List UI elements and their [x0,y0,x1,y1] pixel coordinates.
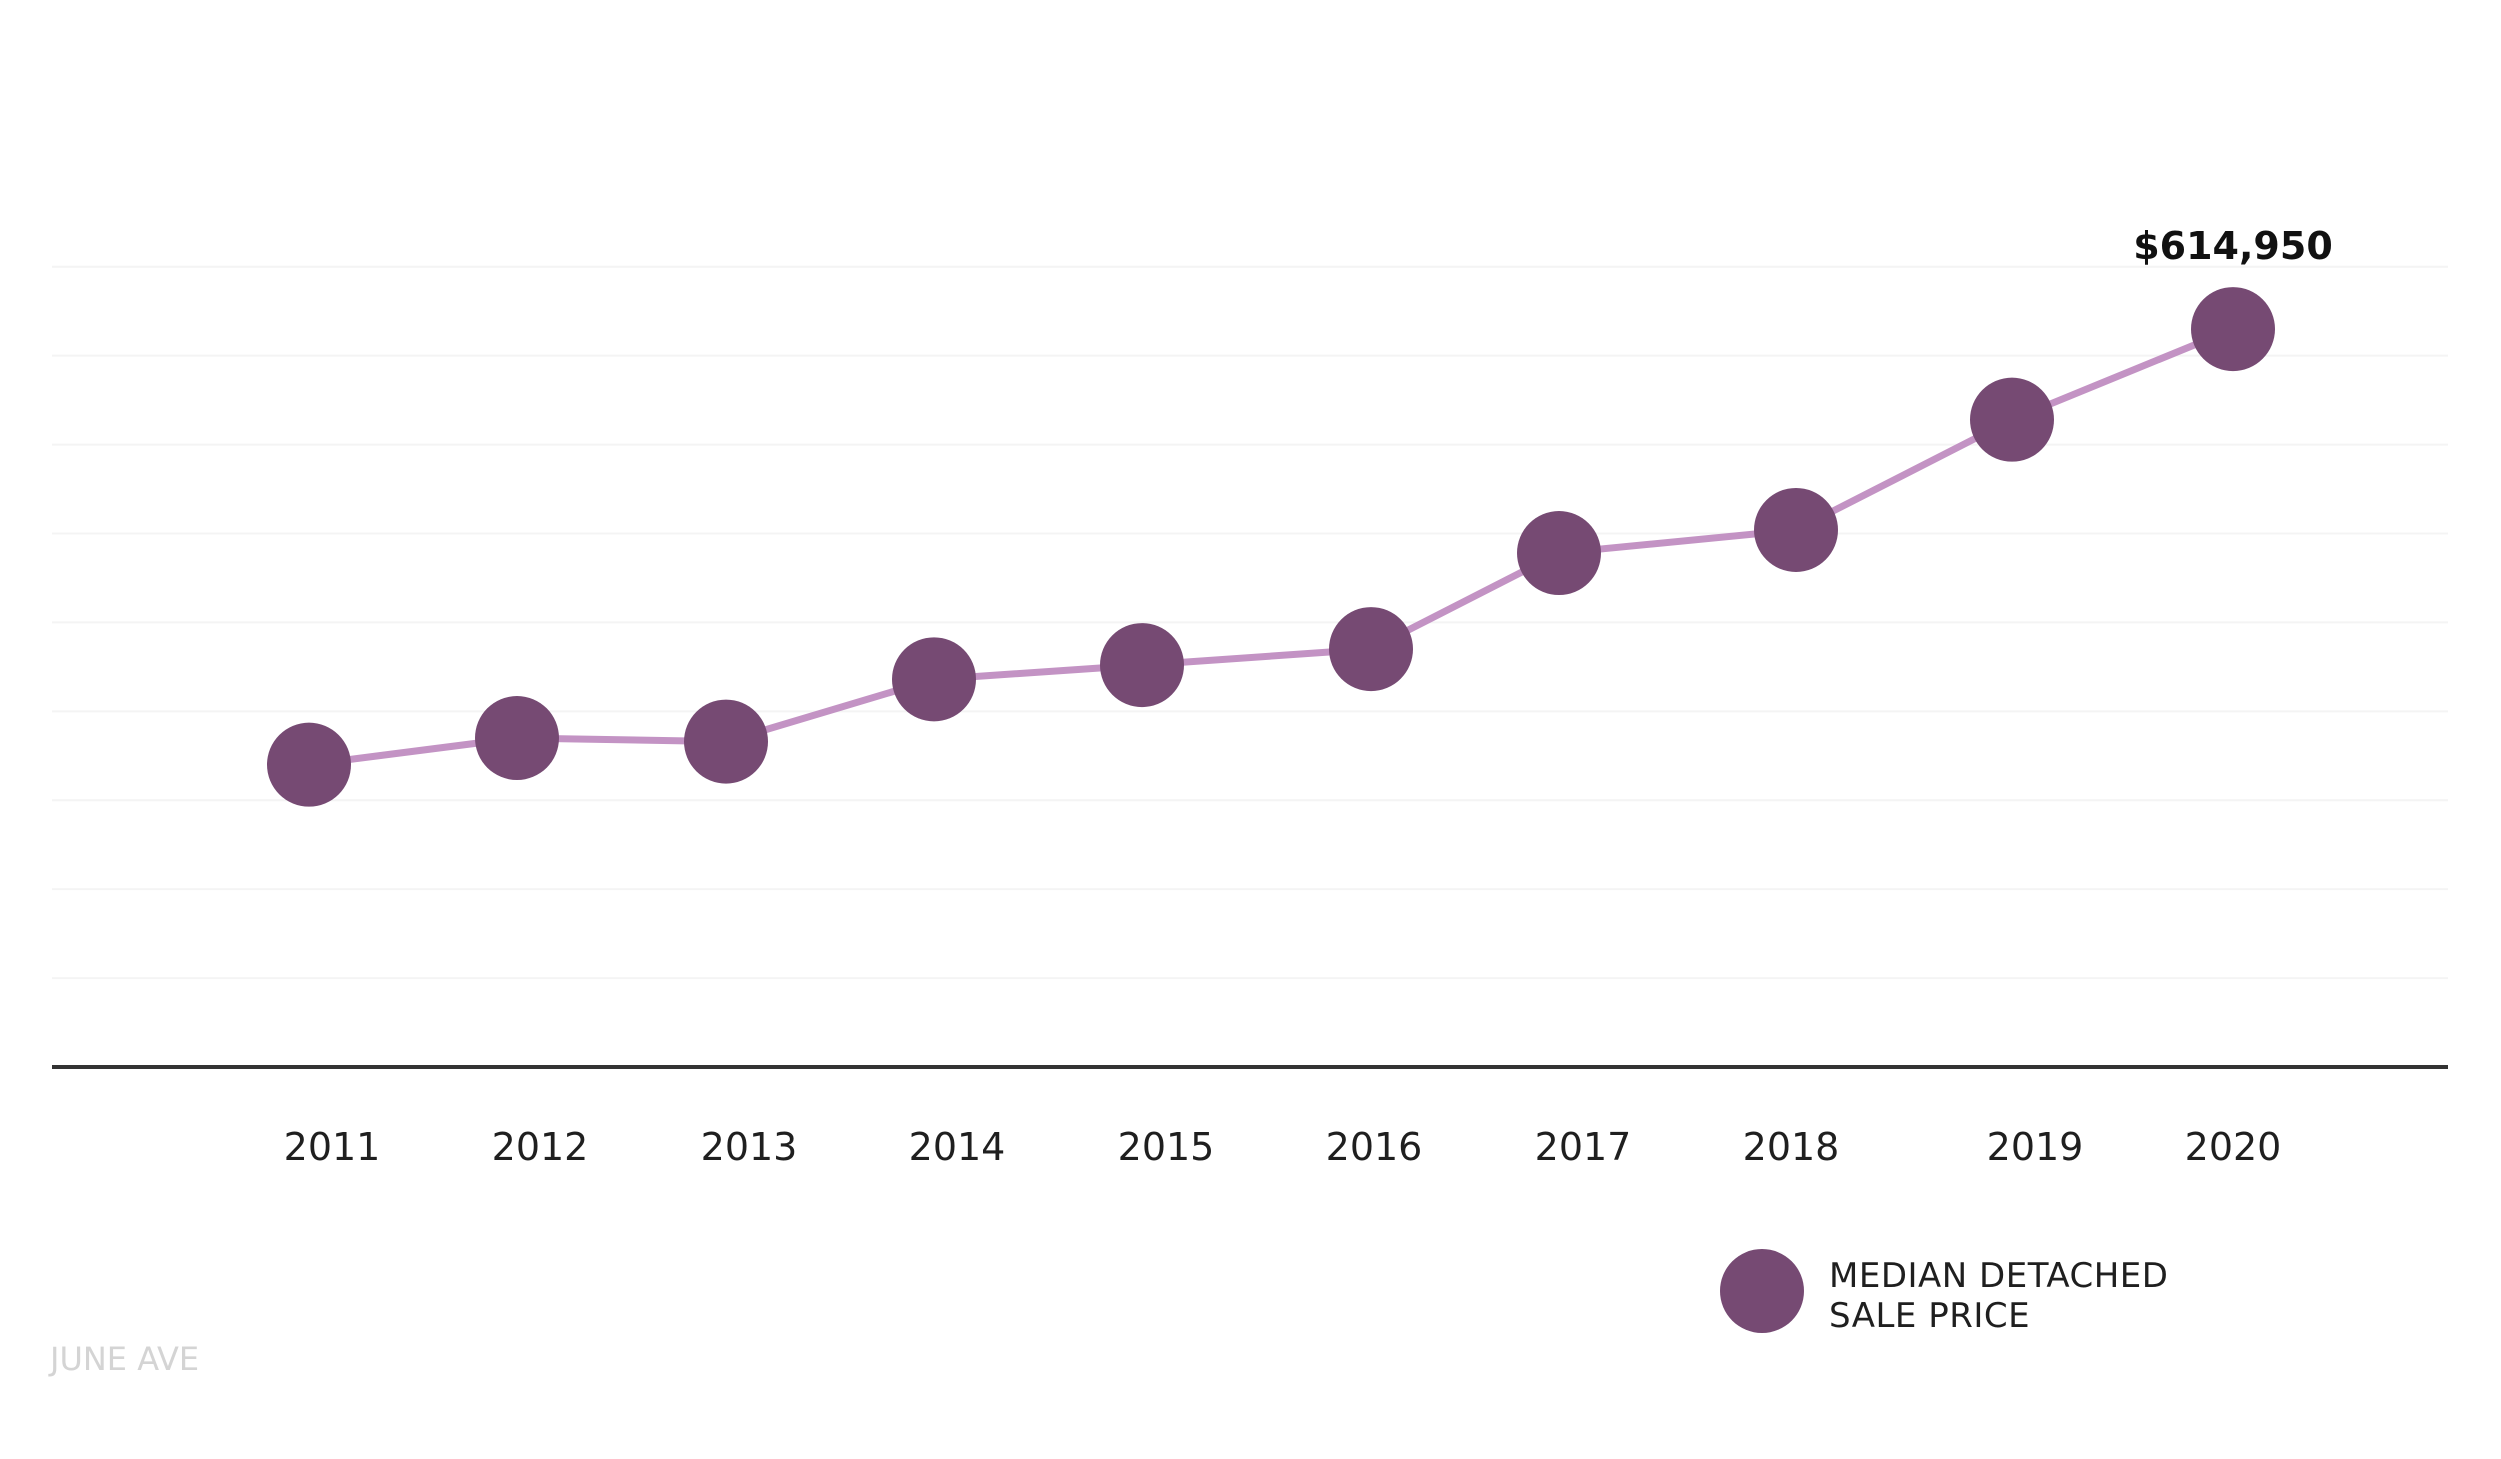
x-tick-label-2017: 2017 [1535,1125,1632,1169]
x-tick-label-2015: 2015 [1118,1125,1215,1169]
data-label-2020: $614,950 [2133,224,2333,268]
legend: MEDIAN DETACHED SALE PRICE [1720,1249,2168,1336]
x-tick-label-2013: 2013 [701,1125,798,1169]
data-labels: $614,950 [2133,224,2333,268]
data-point-2017 [1517,511,1601,596]
legend-marker [1720,1249,1804,1333]
x-tick-label-2012: 2012 [492,1125,589,1169]
data-point-2015 [1100,623,1184,708]
x-tick-label-2019: 2019 [1987,1125,2084,1169]
data-point-2014 [892,637,976,722]
data-point-2019 [1970,377,2054,462]
legend-label-line-2: SALE PRICE [1829,1296,2030,1336]
data-point-2018 [1754,487,1838,572]
data-point-2016 [1329,607,1413,692]
x-tick-label-2020: 2020 [2185,1125,2282,1169]
data-point-2011 [267,722,351,807]
data-point-2020 [2191,287,2275,372]
x-tick-label-2016: 2016 [1326,1125,1423,1169]
data-point-2012 [475,696,559,781]
x-axis-ticks: 2011 2012 2013 2014 2015 2016 2017 2018 2019 2020 [284,1125,2282,1169]
x-tick-label-2011: 2011 [284,1125,381,1169]
brand-watermark: JUNE AVE [48,1340,199,1378]
legend-label-line-1: MEDIAN DETACHED [1829,1256,2168,1296]
data-point-2013 [684,699,768,784]
series-line [308,325,2235,769]
x-tick-label-2014: 2014 [909,1125,1006,1169]
series-median-detached-sale-price [267,287,2275,807]
gridlines [52,265,2448,980]
x-tick-label-2018: 2018 [1743,1125,1840,1169]
